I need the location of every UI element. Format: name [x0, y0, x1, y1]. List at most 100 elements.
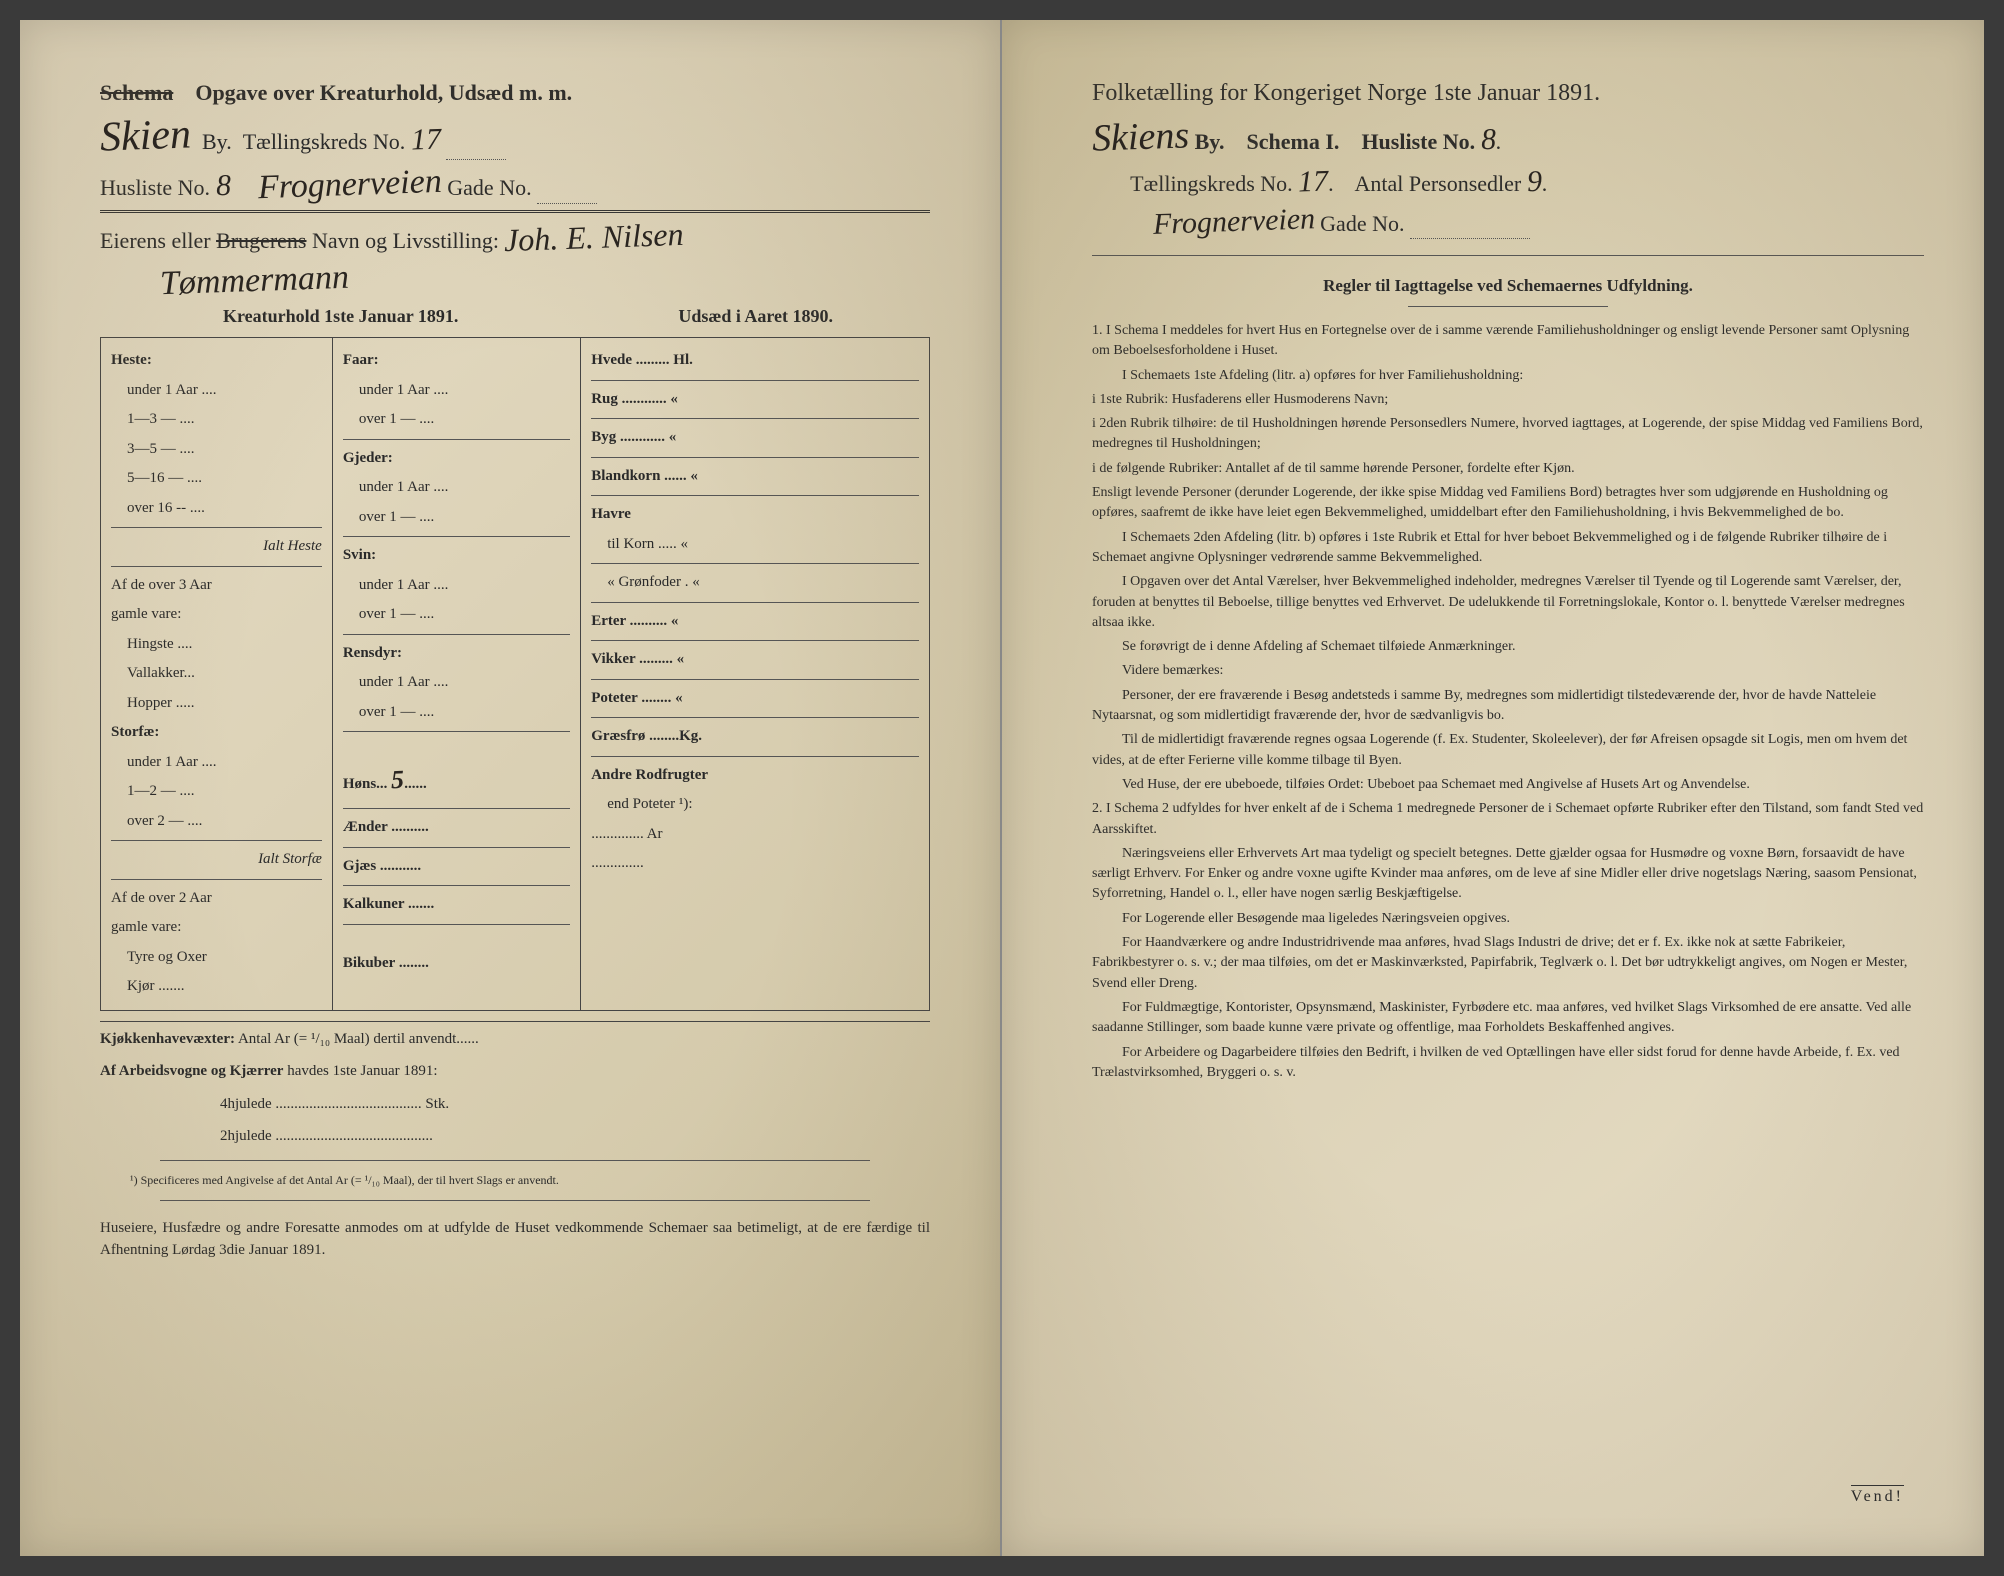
gjaes: Gjæs ........... [343, 852, 570, 882]
bikuber: Bikuber ........ [343, 949, 570, 979]
gamle-vare: gamle vare: [111, 600, 322, 630]
gamle-vare2: gamle vare: [111, 913, 322, 943]
rule-line: Videre bemærkes: [1092, 661, 1924, 681]
table-row: 3—5 — .... [111, 435, 322, 465]
aender: Ænder .......... [343, 813, 570, 843]
rule-line: 1. I Schema I meddeles for hvert Hus en … [1092, 321, 1924, 362]
left-city-row: Skien By. Tællingskreds No. 17 [100, 112, 930, 160]
city-handwritten: Skien [99, 110, 192, 161]
hons-label: Høns... [343, 776, 388, 792]
table-col-2: Faar: under 1 Aar .... over 1 — .... Gje… [333, 338, 581, 1010]
table-row: under 1 Aar .... [111, 376, 322, 406]
rule-line: Personer, der ere fraværende i Besøg and… [1092, 686, 1924, 727]
gronfoder: « Grønfoder . « [591, 568, 919, 598]
rule-line: Til de midlertidigt fraværende regnes og… [1092, 730, 1924, 771]
divider [100, 210, 930, 213]
rule-line: For Logerende eller Besøgende maa ligele… [1092, 909, 1924, 929]
ar-row: .............. Ar [591, 820, 919, 850]
city-hw-r: Skiens [1091, 113, 1190, 160]
rensdyr-label: Rensdyr: [343, 639, 570, 669]
arbeids-label: Af Arbeidsvogne og Kjærrer [100, 1063, 283, 1079]
tk-hw-r: 17 [1298, 164, 1329, 199]
table-row: over 1 — .... [343, 600, 570, 630]
byg: Byg ............ « [591, 423, 919, 453]
rule-line: Se forøvrigt de i denne Afdeling af Sche… [1092, 637, 1924, 657]
rule-line: I Opgaven over det Antal Værelser, hver … [1092, 572, 1924, 633]
tk-no-hw: 17 [410, 122, 441, 157]
graesfro: Græsfrø ........Kg. [591, 722, 919, 752]
hjul4: 4hjulede ...............................… [220, 1093, 930, 1116]
ialt-storfae: Ialt Storfæ [111, 845, 322, 875]
af-over2: Af de over 2 Aar [111, 884, 322, 914]
af-over3: Af de over 3 Aar [111, 571, 322, 601]
rule-line: i de følgende Rubriker: Antallet af de t… [1092, 459, 1924, 479]
schema-label: Schema [100, 80, 173, 105]
husliste-label: Husliste No. [100, 175, 210, 200]
street-hw: Frognerveien [257, 163, 442, 207]
rule-line: Næringsveiens eller Erhvervets Art maa t… [1092, 844, 1924, 905]
owner-pre: Eierens eller [100, 228, 211, 253]
by-label-r: By. [1195, 129, 1225, 154]
right-row3: Tællingskreds No. 17. Antal Personsedler… [1092, 165, 1924, 199]
end-poteter: end Poteter ¹): [591, 790, 919, 820]
table-row: 1—2 — .... [111, 777, 322, 807]
rule-line: i 1ste Rubrik: Husfaderens eller Husmode… [1092, 390, 1924, 410]
faar-label: Faar: [343, 346, 570, 376]
kjokken-text: Antal Ar (= ¹/₁₀ Maal) dertil anvendt...… [238, 1031, 479, 1047]
husliste-label-r: Husliste No. [1361, 129, 1475, 154]
table-row: under 1 Aar .... [343, 571, 570, 601]
arbeids-text: havdes 1ste Januar 1891: [287, 1063, 437, 1079]
kalkuner: Kalkuner ....... [343, 890, 570, 920]
hons: Høns... 5...... [343, 756, 570, 804]
table-row: over 16 -- .... [111, 494, 322, 524]
kjor: Kjør ....... [111, 972, 322, 1002]
left-page: Schema Opgave over Kreaturhold, Udsæd m.… [20, 20, 1002, 1556]
tk-label-r: Tællingskreds No. [1130, 171, 1293, 196]
owner-occ-row: Tømmermann [100, 262, 930, 300]
til-korn: til Korn ..... « [591, 530, 919, 560]
erter: Erter .......... « [591, 607, 919, 637]
table-row: over 1 — .... [343, 405, 570, 435]
right-page: Folketælling for Kongeriget Norge 1ste J… [1002, 20, 1984, 1556]
heste-label: Heste: [111, 346, 322, 376]
husliste-hw-r: 8 [1480, 123, 1496, 158]
right-row2: Skiens By. Schema I. Husliste No. 8. [1092, 115, 1924, 159]
husliste-no-hw: 8 [215, 169, 231, 204]
personsedler-label: Antal Personsedler [1354, 171, 1521, 196]
main-table: Heste: under 1 Aar .... 1—3 — .... 3—5 —… [100, 337, 930, 1011]
hvede: Hvede ......... Hl. [591, 346, 919, 376]
poteter: Poteter ........ « [591, 684, 919, 714]
rule-line: Ensligt levende Personer (derunder Loger… [1092, 483, 1924, 524]
rule-line: For Fuldmægtige, Kontorister, Opsynsmænd… [1092, 998, 1924, 1039]
left-title: Opgave over Kreaturhold, Udsæd m. m. [195, 80, 572, 105]
hjul2: 2hjulede ...............................… [220, 1125, 930, 1148]
andre-rod: Andre Rodfrugter [591, 761, 919, 791]
owner-row: Eierens eller Brugerens Navn og Livsstil… [100, 219, 930, 256]
rules-body: 1. I Schema I meddeles for hvert Hus en … [1092, 321, 1924, 1083]
havre: Havre [591, 500, 919, 530]
vikker: Vikker ......... « [591, 645, 919, 675]
table-row: under 1 Aar .... [111, 748, 322, 778]
ialt-heste: Ialt Heste [111, 532, 322, 562]
gade-label: Gade No. [447, 175, 531, 200]
street-hw-r: Frognerveien [1152, 202, 1315, 242]
right-title: Folketælling for Kongeriget Norge 1ste J… [1092, 80, 1924, 107]
rug: Rug ............ « [591, 385, 919, 415]
vend-label: Vend! [1851, 1485, 1904, 1506]
table-col-1: Heste: under 1 Aar .... 1—3 — .... 3—5 —… [101, 338, 333, 1010]
kreatur-header: Kreaturhold 1ste Januar 1891. [100, 300, 581, 333]
hopper: Hopper ..... [111, 689, 322, 719]
table-row: over 1 — .... [343, 503, 570, 533]
table-row: over 2 — .... [111, 807, 322, 837]
owner-post: Navn og Livsstilling: [312, 228, 499, 253]
table-row: under 1 Aar .... [343, 473, 570, 503]
blank-row: .............. [591, 849, 919, 879]
rule-line: For Arbeidere og Dagarbeidere tilføies d… [1092, 1043, 1924, 1084]
blandkorn: Blandkorn ...... « [591, 462, 919, 492]
rule-line: 2. I Schema 2 udfyldes for hver enkelt a… [1092, 799, 1924, 840]
tk-label: Tællingskreds No. [243, 129, 406, 154]
owner-name-hw: Joh. E. Nilsen [504, 216, 685, 259]
hingste: Hingste .... [111, 630, 322, 660]
tyre: Tyre og Oxer [111, 943, 322, 973]
table-row: over 1 — .... [343, 698, 570, 728]
